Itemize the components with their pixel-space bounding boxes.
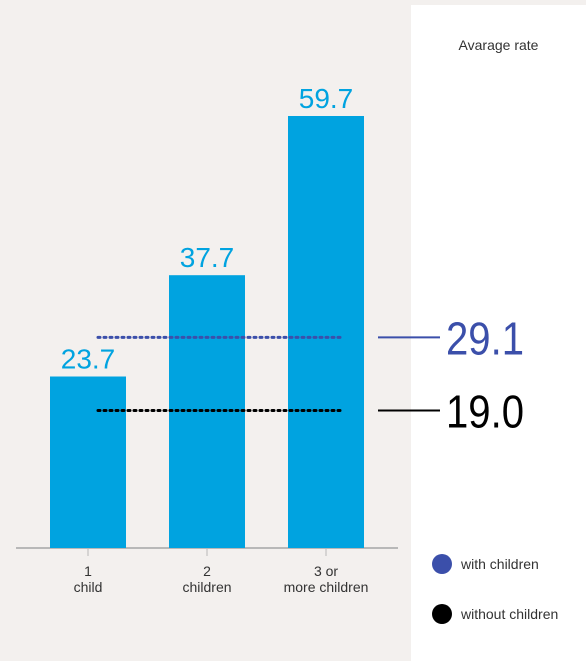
- value-label-1: 23.7: [61, 344, 116, 375]
- x-tick-label-3-line-2: more children: [284, 579, 369, 595]
- average-rate-panel: [411, 5, 586, 661]
- bar-1: [50, 376, 126, 548]
- legend-item-with-children: with children: [432, 554, 539, 574]
- x-tick-label-1-line-1: 1: [84, 563, 92, 579]
- panel-title: Avarage rate: [458, 37, 539, 53]
- reference-value-label-1: 29.1: [446, 312, 524, 364]
- legend-item-without-children: without children: [432, 604, 558, 624]
- value-label-3: 59.7: [299, 83, 354, 114]
- legend-swatch-without-children: [432, 604, 452, 624]
- bar-3: [288, 116, 364, 548]
- x-tick-label-3-line-1: 3 or: [314, 563, 338, 579]
- x-tick-label-2-line-2: children: [182, 579, 231, 595]
- reference-value-label-2: 19.0: [446, 386, 524, 438]
- legend-label-without-children: without children: [461, 606, 559, 622]
- legend-swatch-with-children: [432, 554, 452, 574]
- x-tick-label-2-line-1: 2: [203, 563, 211, 579]
- x-tick-label-1-line-2: child: [74, 579, 103, 595]
- legend-label-with-children: with children: [461, 556, 539, 572]
- value-label-2: 37.7: [180, 242, 235, 273]
